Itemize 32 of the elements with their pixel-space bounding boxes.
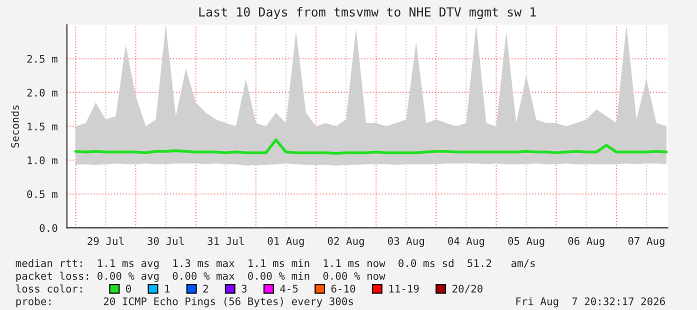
legend-label: 2 [203,284,208,292]
legend-label: 6-10 [331,284,356,293]
x-tick-label: 02 Aug [328,237,364,248]
y-tick-label: 2.5 m [27,54,58,63]
x-tick-label: 29 Jul [88,236,124,245]
y-axis-title: Seconds [10,105,19,148]
x-tick-label: 03 Aug [388,237,424,248]
x-tick-label: 30 Jul [148,236,184,245]
x-tick-label: 04 Aug [448,237,484,248]
legend-label: 0 [126,284,131,293]
text: median rtt: 1.1 ms avg 1.3 ms max 1.1 ms min 1.1 ms now 0.0 ms sd 51.2 am/s [16,259,535,270]
x-tick-label: 01 Aug [268,237,304,248]
legend-label: 3 [242,284,247,293]
y-tick-label: 0.0 [40,224,58,232]
x-tick-label: 06 Aug [568,237,604,248]
chart-title: Last 10 Days from tmsvmw to NHE DTV mgmt sw 1 [199,6,536,20]
legend-title: loss color: [16,284,82,293]
text: packet loss: 0.00 % avg 0.00 % max 0.00 % min 0.00 % now [16,272,386,282]
legend-label: 4-5 [280,284,298,293]
x-tick-label: 31 Jul [208,236,244,245]
legend-label: 1 [165,284,170,292]
text: probe: 20 ICMP Echo Pings (56 Bytes) every 300s [16,297,353,308]
legend-label: 11-19 [389,284,419,293]
text: Fri Aug 7 20:32:17 2026 [516,297,665,308]
x-tick-label: 07 Aug [628,237,664,248]
line-series [74,138,668,155]
legend-label: 20/20 [452,284,482,294]
y-tick-label: 1.5 m [28,122,58,130]
y-tick-label: 0.5 m [27,190,58,198]
y-tick-label: 2.0 m [27,88,58,97]
x-tick-label: 05 Aug [508,237,544,248]
y-tick-label: 1.0 m [28,156,58,164]
